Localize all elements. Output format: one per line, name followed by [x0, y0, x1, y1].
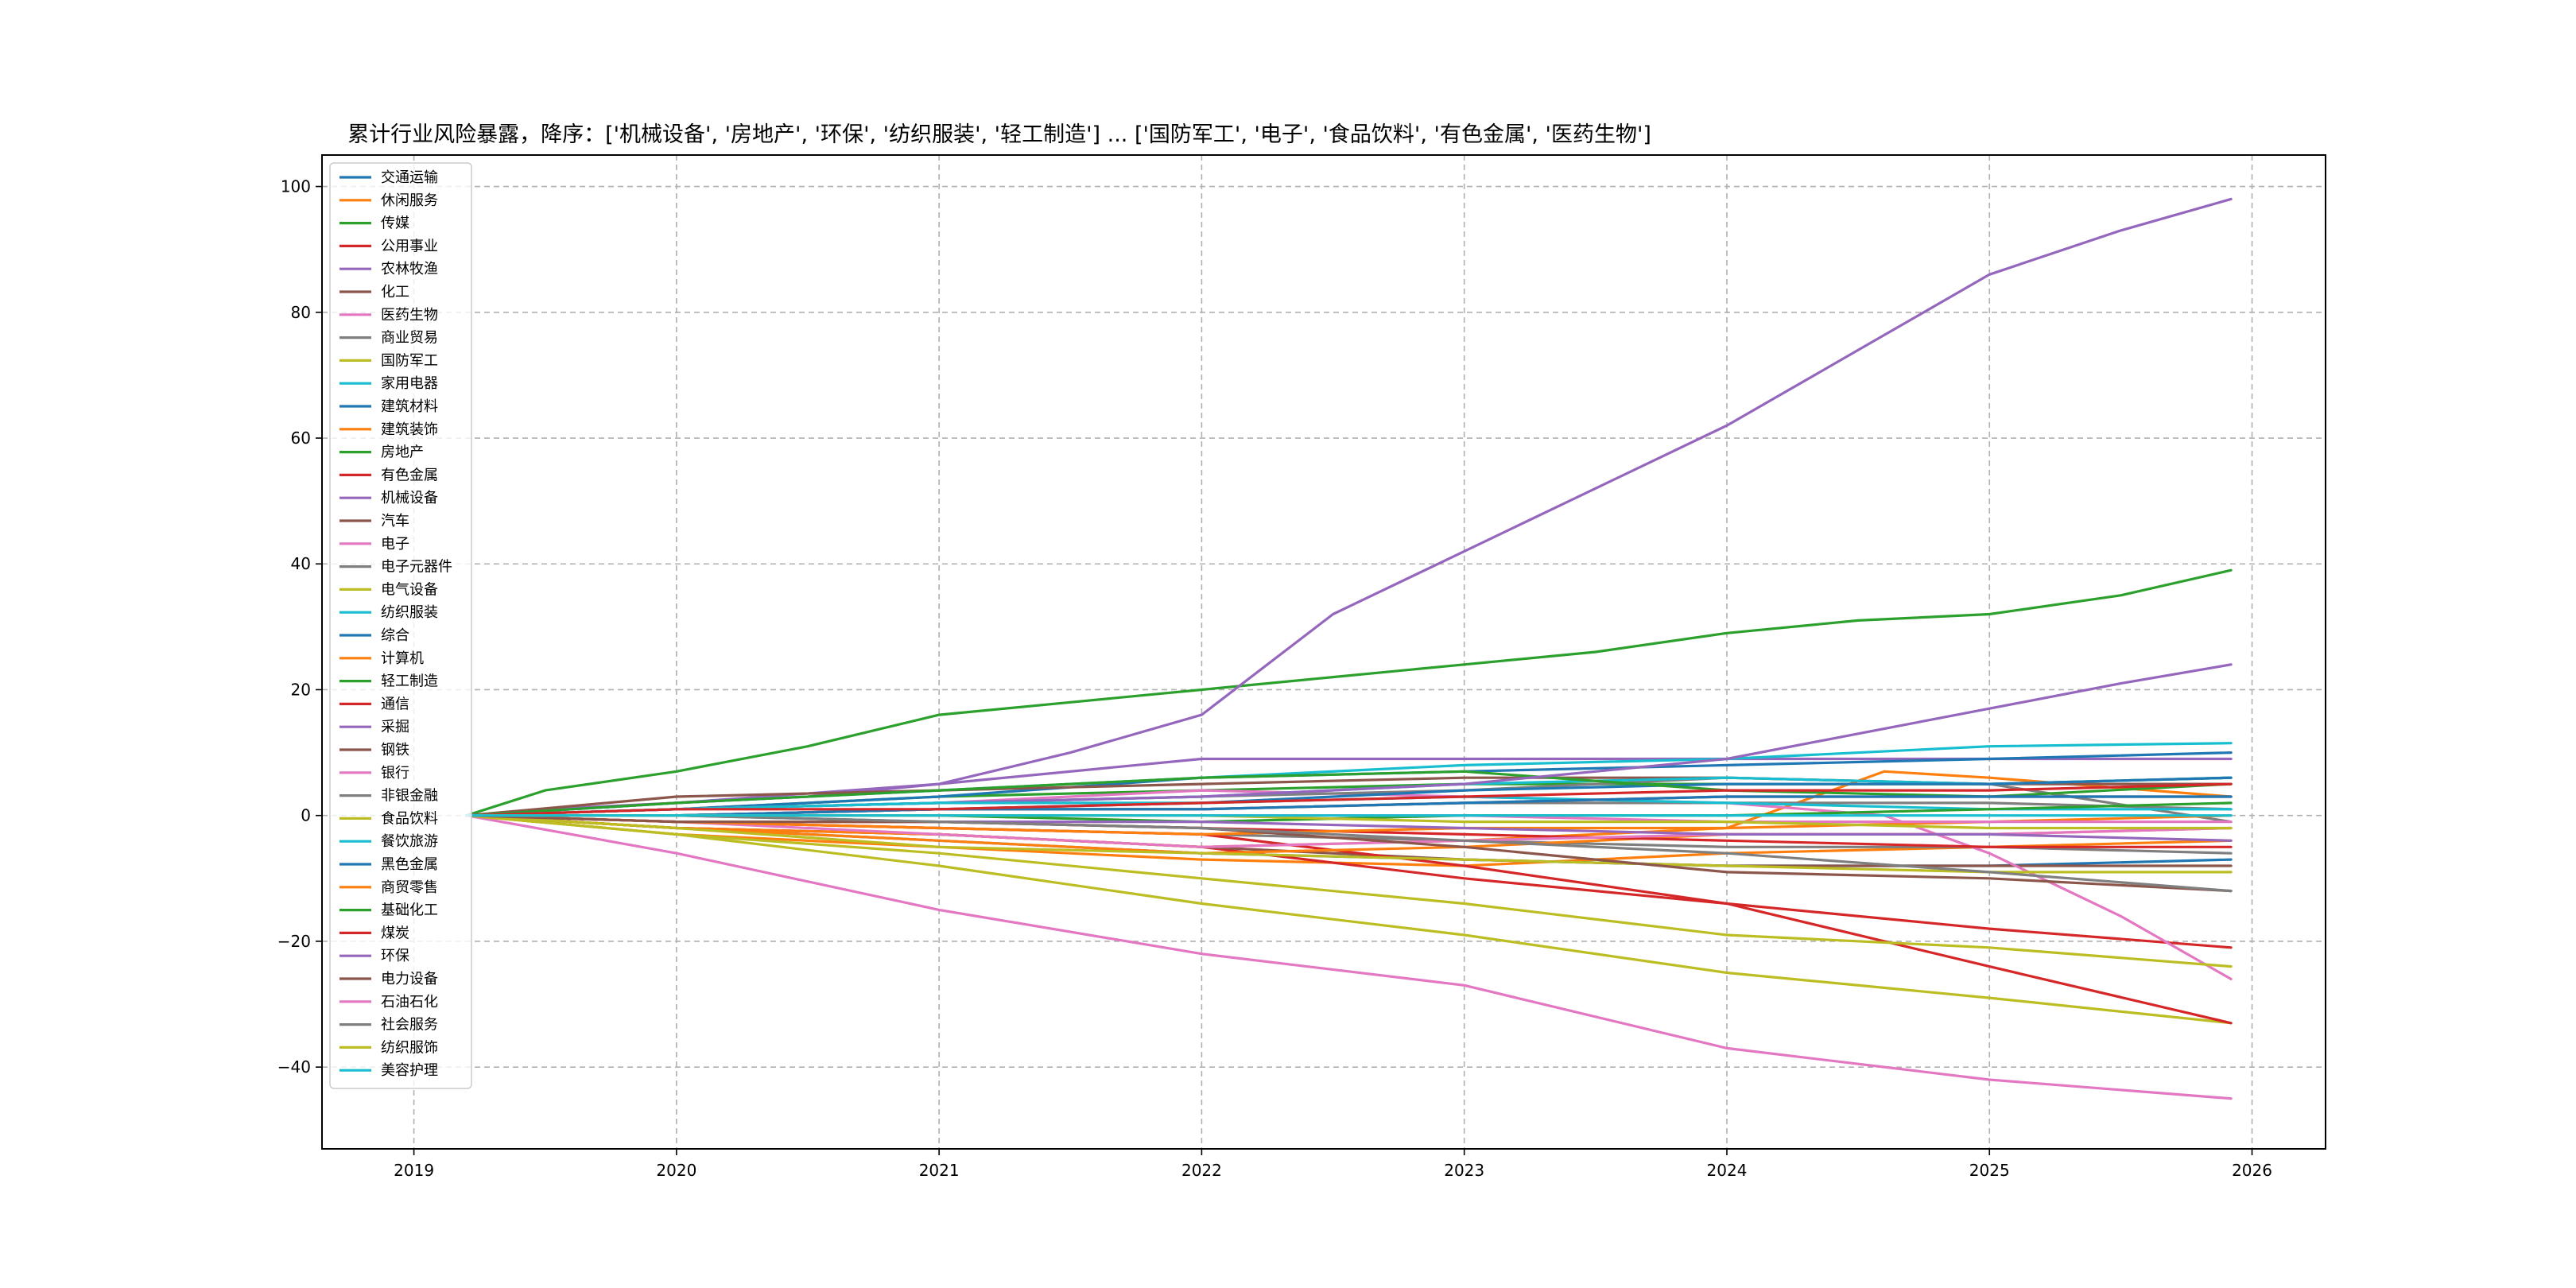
legend-label: 纺织服装	[381, 604, 438, 621]
plot-frame	[321, 154, 2326, 1150]
series-line	[465, 814, 2233, 968]
x-tick-label: 2023	[1444, 1161, 1484, 1180]
legend: 交通运输休闲服务传媒公用事业农林牧渔化工医药生物商业贸易国防军工家用电器建筑材料…	[329, 162, 472, 1089]
legend-label: 农林牧渔	[381, 261, 438, 277]
series-line	[465, 782, 2233, 817]
x-tick-label: 2022	[1181, 1161, 1222, 1180]
legend-label: 社会服务	[381, 1017, 438, 1034]
legend-label: 通信	[381, 696, 409, 712]
legend-label: 采掘	[381, 719, 409, 735]
legend-label: 国防军工	[381, 352, 438, 369]
x-tick-label: 2019	[394, 1161, 434, 1180]
legend-label: 电力设备	[381, 971, 438, 987]
x-tick-label: 2025	[1969, 1161, 2010, 1180]
y-tick-label: 100	[281, 177, 311, 196]
legend-label: 美容护理	[381, 1062, 438, 1079]
legend-label: 休闲服务	[381, 192, 438, 209]
y-tick-label: 60	[291, 429, 311, 448]
x-tick-label: 2021	[919, 1161, 960, 1180]
legend-label: 电气设备	[381, 581, 438, 598]
y-tick-label: −40	[277, 1057, 311, 1077]
legend-label: 基础化工	[381, 902, 438, 919]
series-line	[465, 568, 2233, 817]
y-tick-label: 0	[301, 806, 311, 825]
legend-label: 计算机	[381, 650, 424, 667]
legend-label: 化工	[381, 284, 409, 301]
legend-label: 食品饮料	[381, 810, 438, 827]
legend-label: 房地产	[381, 444, 424, 461]
legend-label: 机械设备	[381, 490, 438, 506]
legend-label: 传媒	[381, 215, 409, 232]
legend-label: 商业贸易	[381, 330, 438, 347]
legend-label: 黑色金属	[381, 856, 438, 873]
legend-label: 汽车	[381, 513, 409, 530]
legend-label: 医药生物	[381, 307, 438, 324]
y-tick-label: −20	[277, 932, 311, 951]
legend-label: 煤炭	[381, 925, 409, 941]
plot-area	[321, 154, 2326, 1150]
legend-label: 钢铁	[381, 742, 409, 758]
y-axis: 100 80 60 40 20 0 −20 −40	[277, 177, 322, 1077]
x-axis: 2019 2020 2021 2022 2023 2024 2025 2026	[394, 1149, 2272, 1180]
legend-label: 有色金属	[381, 467, 438, 483]
y-tick-label: 40	[291, 554, 311, 573]
series-lines	[465, 197, 2233, 1100]
legend-label: 纺织服饰	[381, 1039, 438, 1056]
series-line	[465, 814, 2233, 893]
legend-label: 环保	[381, 948, 409, 964]
legend-label: 家用电器	[381, 375, 438, 392]
y-tick-label: 80	[291, 303, 311, 322]
legend-label: 商贸零售	[381, 879, 438, 896]
plot-background	[322, 155, 2326, 1149]
legend-label: 综合	[381, 627, 409, 644]
chart-title: 累计行业风险暴露，降序：['机械设备', '房地产', '环保', '纺织服装'…	[347, 122, 1651, 147]
x-tick-label: 2024	[1707, 1161, 1748, 1180]
legend-label: 建筑材料	[381, 398, 438, 415]
legend-label: 交通运输	[381, 169, 438, 186]
legend-label: 非银金融	[381, 788, 438, 805]
legend-label: 建筑装饰	[381, 421, 438, 438]
series-line	[465, 814, 2233, 874]
legend-label: 银行	[381, 765, 409, 782]
legend-label: 石油石化	[381, 994, 438, 1011]
legend-box	[329, 162, 472, 1089]
series-line	[465, 814, 2233, 1100]
legend-label: 公用事业	[381, 238, 438, 254]
legend-label: 餐饮旅游	[381, 833, 438, 850]
y-tick-label: 20	[291, 680, 311, 699]
x-tick-label: 2026	[2232, 1161, 2272, 1180]
legend-label: 电子元器件	[381, 559, 452, 576]
legend-label: 轻工制造	[381, 673, 438, 690]
x-tick-label: 2020	[656, 1161, 696, 1180]
legend-label: 电子	[381, 536, 409, 553]
series-line	[465, 814, 2233, 1025]
